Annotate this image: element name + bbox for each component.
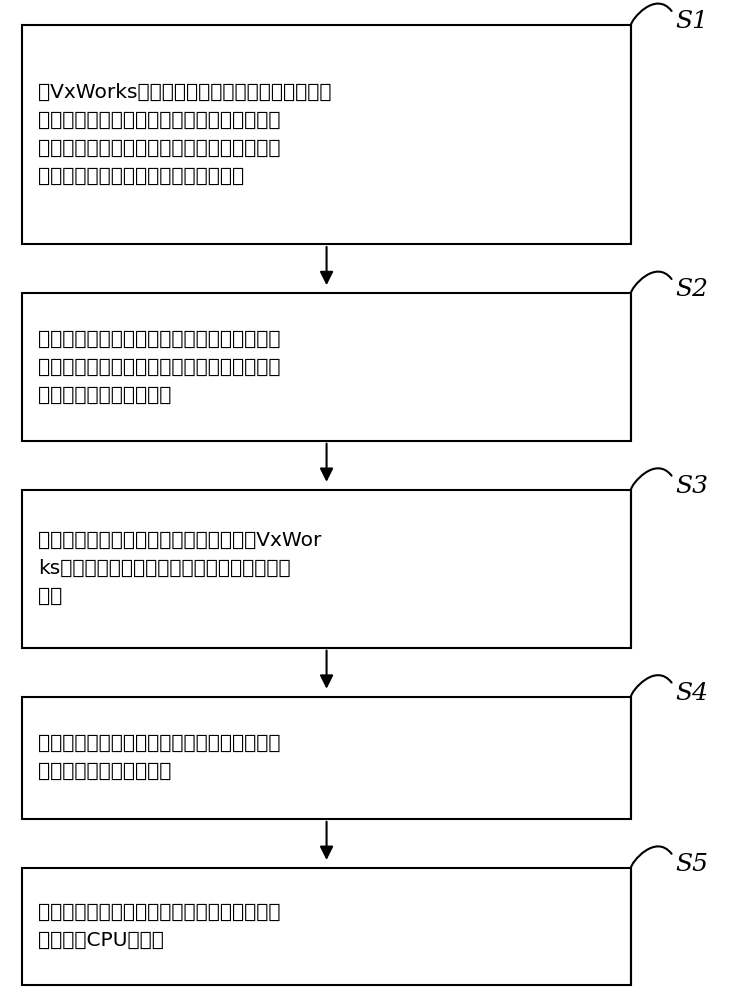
Text: 启动一较高优先级的任务，以计算每一统计时
间内的静态变量的增量值: 启动一较高优先级的任务，以计算每一统计时 间内的静态变量的增量值	[38, 734, 281, 781]
Bar	[22, 293, 631, 441]
Text: 利用记录的静态变量的增量值与比较基数之比
，计算出CPU占用率: 利用记录的静态变量的增量值与比较基数之比 ，计算出CPU占用率	[38, 903, 281, 950]
Text: 在VxWorks系统任务启动后，用户任务启动前，
启动一最低优先级的任务，同时设置一统计时
间，以从统计时间开始对一静态变量进行递加
并记录其计数值，直至该统计: 在VxWorks系统任务启动后，用户任务启动前， 启动一最低优先级的任务，同时设…	[38, 83, 332, 186]
Text: S3: S3	[675, 475, 708, 498]
Text: S5: S5	[675, 853, 708, 876]
Text: S2: S2	[675, 278, 708, 301]
Bar	[22, 697, 631, 819]
Bar	[22, 868, 631, 985]
Text: 在一统计时间内，该最低优先级的任务在VxWor
ks系统空闲时对静态变量进行递加并记录其计
数值: 在一统计时间内，该最低优先级的任务在VxWor ks系统空闲时对静态变量进行递加…	[38, 531, 322, 606]
Text: 对应该最低优先级的任务的统计时间结束时，
将记录的静态变量的计数值保存至一比较基数
中，以及将静态变量清零: 对应该最低优先级的任务的统计时间结束时， 将记录的静态变量的计数值保存至一比较基…	[38, 329, 281, 404]
Text: S4: S4	[675, 682, 708, 705]
Bar	[22, 25, 631, 244]
Bar	[22, 490, 631, 648]
Text: S1: S1	[675, 10, 708, 33]
